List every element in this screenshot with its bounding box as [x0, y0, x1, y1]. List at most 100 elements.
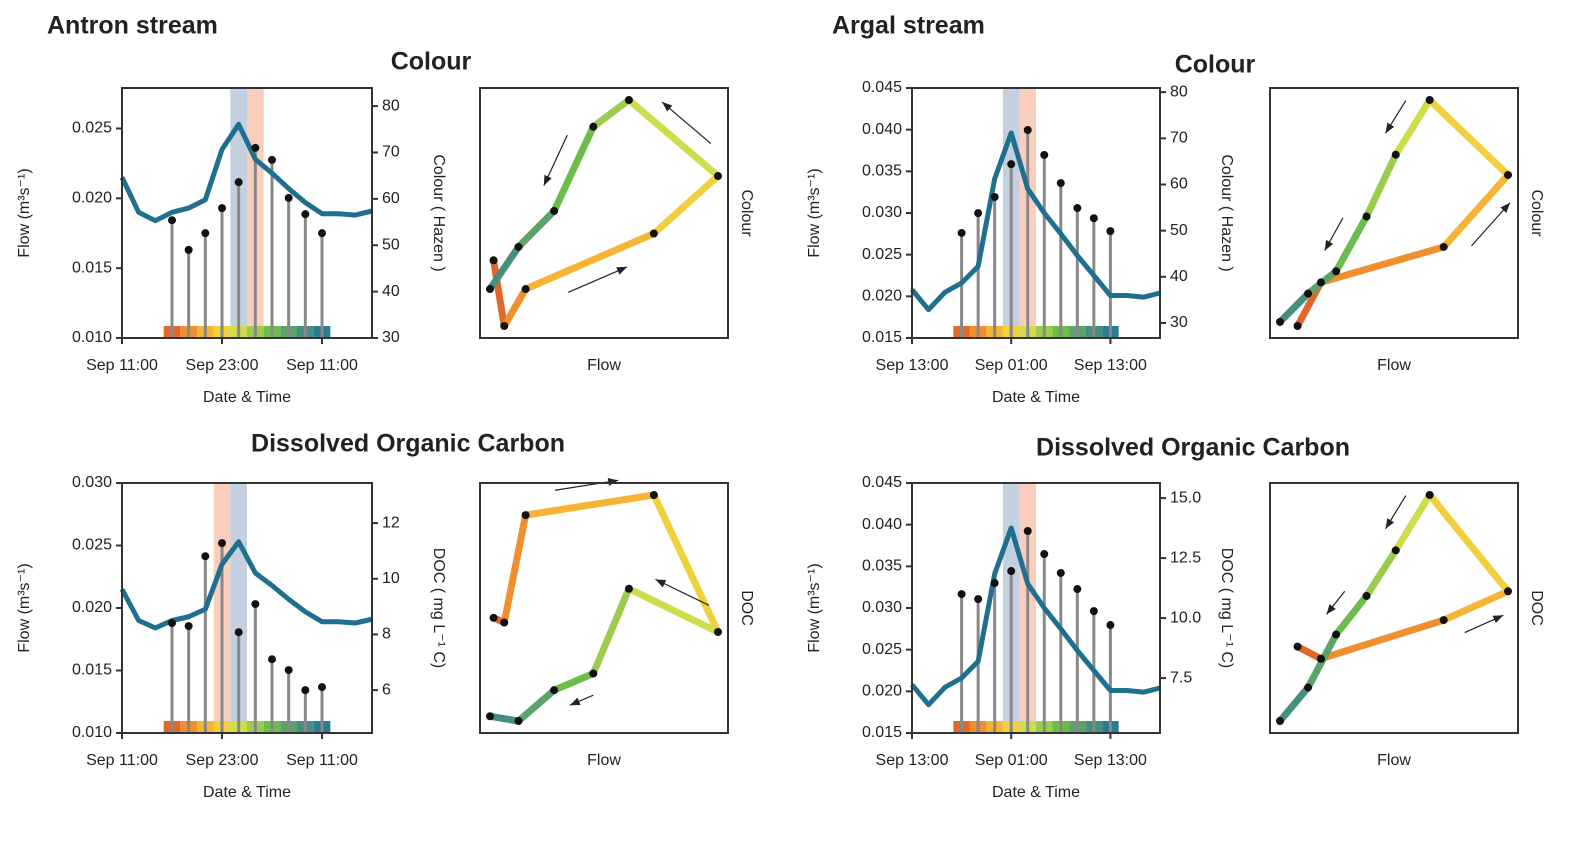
sample-dot: [1106, 227, 1115, 236]
x-tick-label: Sep 11:00: [86, 357, 158, 374]
y-tick-label: 0.020: [72, 599, 112, 616]
sample-dot: [1056, 568, 1065, 577]
y-tick-label: 0.010: [72, 724, 112, 741]
hysteresis-dot: [1504, 587, 1512, 596]
x-tick-label: Sep 13:00: [876, 752, 949, 769]
sample-dot: [168, 216, 176, 225]
hysteresis-segment: [1276, 290, 1312, 326]
x-tick-label: Sep 13:00: [1074, 752, 1147, 769]
x-tick-label: Sep 13:00: [1074, 357, 1147, 374]
hysteresis-dot: [589, 122, 598, 131]
direction-arrow-head: [1326, 604, 1336, 615]
sample-dot: [1007, 567, 1016, 576]
sample-dot: [1007, 160, 1016, 169]
sample-dot: [974, 595, 983, 604]
direction-arrow-head: [543, 174, 552, 186]
hysteresis-segment: [1276, 684, 1312, 725]
sample-dot: [284, 193, 293, 202]
sample-dot: [251, 143, 260, 152]
hysteresis-dot: [489, 613, 498, 622]
hysteresis-segment: [522, 491, 658, 519]
sample-dot: [201, 229, 210, 238]
sample-dot: [974, 209, 983, 218]
hysteresis-segment: [650, 491, 722, 636]
x-axis-label: Date & Time: [992, 784, 1080, 801]
x-axis-label: Date & Time: [203, 784, 291, 801]
sample-dot: [318, 683, 326, 692]
hysteresis-segment: [625, 96, 722, 180]
hysteresis-segment: [486, 712, 522, 725]
y2-axis-label: Colour ( Hazen ): [1218, 154, 1235, 271]
hysteresis-dot: [550, 206, 559, 215]
y-tick-label: 0.025: [72, 120, 112, 137]
hysteresis-dot: [521, 511, 530, 520]
y-tick-label: 0.035: [862, 558, 902, 575]
hysteresis-segment: [515, 207, 558, 251]
hysteresis-segment: [490, 256, 508, 330]
hysteresis-segment: [1426, 491, 1512, 595]
y-tick-label: 0.040: [862, 516, 902, 533]
hysteresis-segment: [1332, 213, 1371, 275]
sample-dot: [184, 245, 193, 254]
hysteresis-y-label: DOC: [1528, 590, 1545, 626]
hysteresis-segment: [550, 669, 597, 694]
hysteresis-x-label: Flow: [587, 752, 621, 769]
direction-arrow-head: [1385, 518, 1395, 529]
hysteresis-dot: [1504, 170, 1512, 179]
hysteresis-dot: [1391, 546, 1400, 555]
sample-dot: [301, 210, 310, 219]
hysteresis-segment: [500, 511, 530, 627]
sample-dot: [1106, 621, 1115, 630]
site-title: Argal stream: [832, 12, 985, 40]
x-axis-label: Date & Time: [992, 389, 1080, 406]
direction-arrow-head: [655, 579, 667, 588]
hysteresis-x-label: Flow: [1377, 357, 1411, 374]
hysteresis-segment: [1363, 546, 1400, 600]
y-tick-label: 0.045: [862, 474, 902, 491]
hysteresis-dot: [589, 669, 598, 678]
flow-line: [910, 525, 1161, 708]
sample-dot: [1023, 526, 1032, 535]
y-tick-label: 0.040: [862, 121, 902, 138]
hysteresis-x-label: Flow: [587, 357, 621, 374]
hysteresis-dot: [1439, 242, 1448, 251]
y-tick-label: 0.025: [862, 641, 902, 658]
y2-tick-label: 70: [382, 144, 400, 161]
y-tick-label: 0.025: [72, 537, 112, 554]
hysteresis-segment: [1317, 616, 1448, 663]
hysteresis-segment: [1294, 643, 1325, 663]
hysteresis-dot: [1316, 278, 1325, 287]
hysteresis-dot: [624, 584, 633, 593]
direction-arrow-head: [616, 266, 628, 275]
sample-dot: [251, 600, 260, 609]
sample-dot: [1089, 214, 1098, 223]
hysteresis-dot: [714, 172, 722, 181]
x-tick-label: Sep 01:00: [975, 357, 1048, 374]
hysteresis-dot: [1304, 683, 1313, 692]
hysteresis-segment: [589, 96, 633, 131]
hysteresis-dot: [1391, 150, 1400, 159]
hysteresis-frame: [479, 87, 729, 339]
y2-tick-label: 40: [382, 283, 400, 300]
x-tick-label: Sep 11:00: [286, 752, 358, 769]
sample-dot: [284, 666, 293, 675]
hysteresis-frame: [1269, 87, 1519, 339]
hysteresis-segment: [625, 585, 722, 636]
y-tick-label: 0.015: [862, 724, 902, 741]
hysteresis-dot: [500, 322, 509, 330]
hysteresis-dot: [500, 618, 509, 627]
hysteresis-segment: [486, 243, 522, 293]
hysteresis-dot: [649, 229, 658, 238]
direction-arrow-head: [607, 477, 619, 486]
hysteresis-dot: [550, 686, 559, 695]
hysteresis-y-label: Colour: [1528, 189, 1545, 237]
y2-tick-label: 80: [382, 97, 400, 114]
sample-dot: [218, 539, 226, 548]
y2-tick-label: 12.5: [1170, 549, 1201, 566]
x-tick-label: Sep 01:00: [975, 752, 1048, 769]
hysteresis-dot: [1276, 717, 1284, 725]
hysteresis-segment: [1332, 592, 1371, 639]
hysteresis-y-label: DOC: [738, 590, 755, 626]
direction-arrow: [661, 101, 712, 145]
hysteresis-segment: [1440, 171, 1512, 251]
